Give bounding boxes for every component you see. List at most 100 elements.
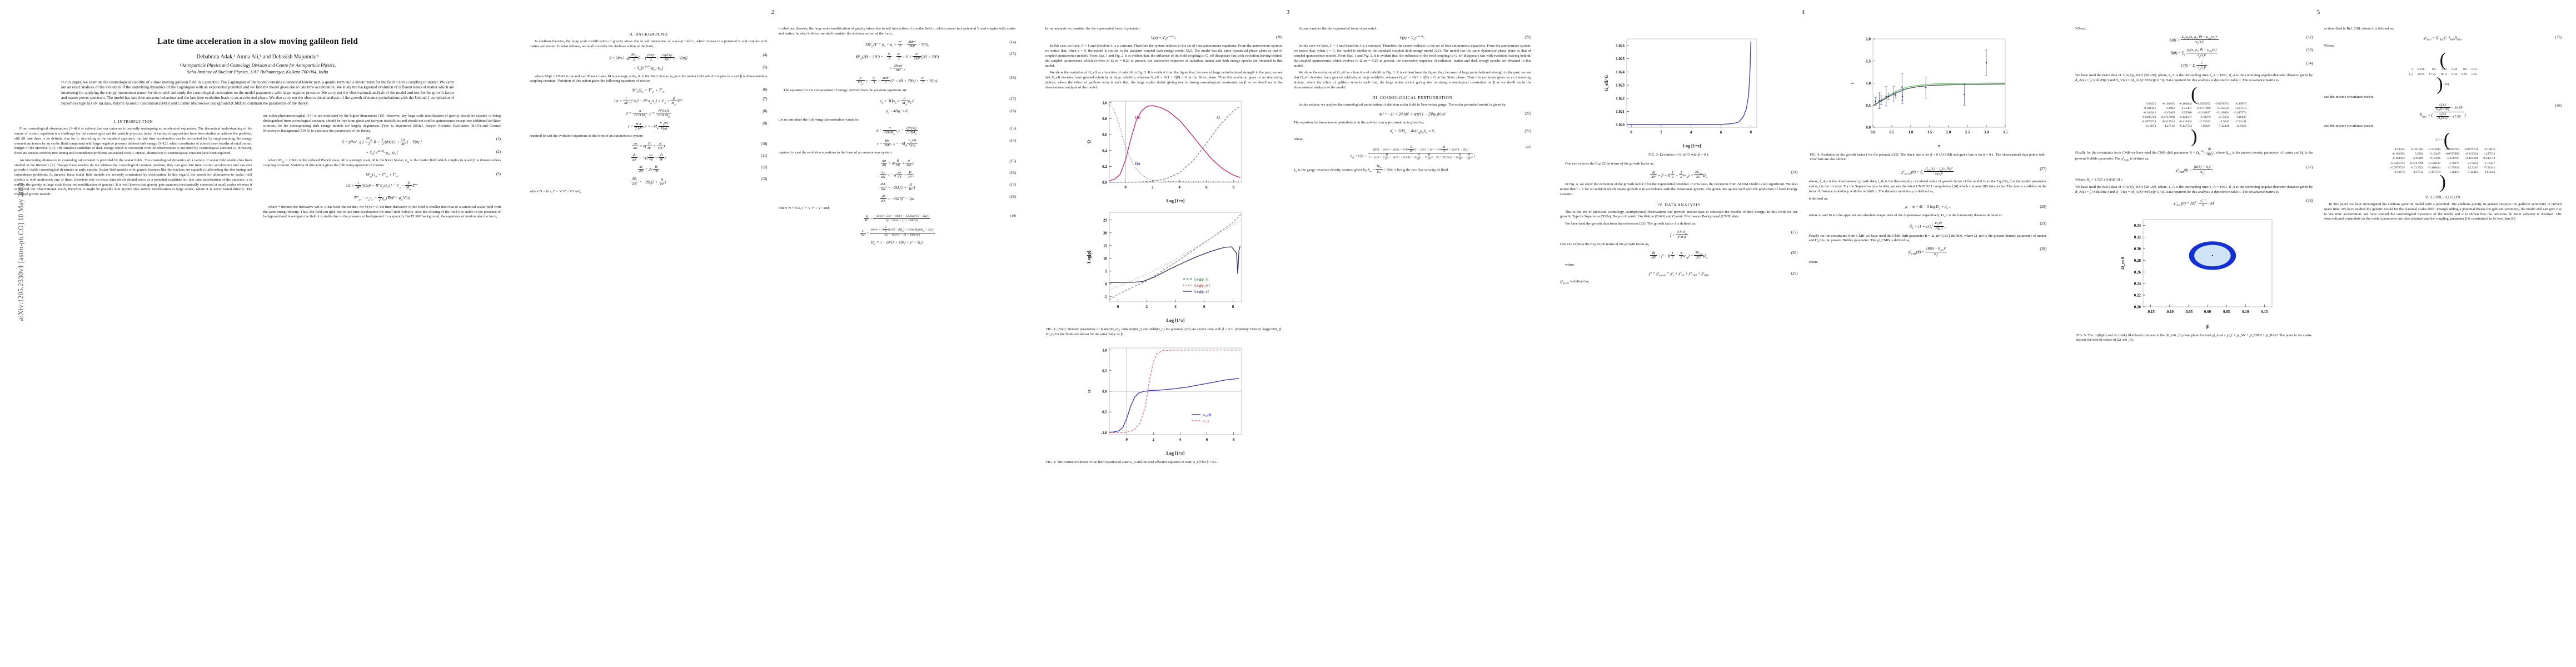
- fraction: V,π(π) V(π): [659, 121, 669, 131]
- svg-text:20: 20: [1103, 231, 1108, 236]
- fig5-plot: -0.15 -0.10 -0.05 0.00 0.05 0.10 0.15 0.20 0.22 0…: [2110, 211, 2278, 331]
- table-row: -0.164943 -2.45409 9.55916 -0.128187 -0.4104…: [2140, 111, 2249, 115]
- fraction: Ḣ H²: [864, 215, 870, 223]
- equation-24-growth: df dN + f² + f(1 2 − 3 2 weff) = 3Geff 2G Ωm (…: [1650, 170, 1798, 180]
- equation-35: χ²BAO = XTBAOC⁻¹BAOXBAO (35): [2423, 34, 2562, 41]
- paragraph: and the inverse covariance matrix,: [2324, 94, 2375, 99]
- paragraph: In this case we have, Γ = 1 and therefor…: [1293, 44, 1532, 68]
- matrix-cell: -0.128187: [2428, 161, 2441, 165]
- matrix-cell: -2.45407: [2429, 152, 2441, 156]
- matrix-cell: -0.447574: [2482, 157, 2495, 161]
- page-4-col-right: 0.0 0.5 1.0 1.5 2.0 2.5 3.0 3.5 0.0 0.5 1.0 1.5 2.0 z…: [1808, 27, 2047, 287]
- figure-5: -0.15 -0.10 -0.05 0.00 0.05 0.10 0.15 0.20 0.22 0…: [2075, 211, 2313, 343]
- fraction: [fobs(zi) − fth(zi, θ)]² σf(zi)²: [1924, 166, 1954, 177]
- svg-text:1.024: 1.024: [1616, 70, 1625, 74]
- svg-text:ω: ω: [1087, 390, 1092, 393]
- svg-text:-1.0: -1.0: [1101, 431, 1108, 435]
- matrix-cell: -0.447574: [2428, 170, 2441, 174]
- fraction: d ln δm d ln a: [1676, 230, 1688, 240]
- matrix-cell: 1.16437: [2200, 125, 2211, 128]
- equation-number: (9): [763, 121, 768, 126]
- page-5-col-right: as described in Ref. [30], where it is d…: [2324, 27, 2562, 347]
- page-4-columns: 0 2 4 6 8 1.020 1.021 1.022 1.023 1.024 1.025 1.026…: [1560, 27, 2046, 287]
- fraction: (∂π)² 2: [646, 53, 656, 62]
- equation-27: π̈ Hπ̇ = 36σ²y + √(2 3)λy²(3 − βΩm) + 3√6σ…: [859, 226, 935, 237]
- matrix-cell: -7.32441: [2467, 170, 2478, 174]
- equation-21: ε = Hπ̇ 2M³, λ = −Mpl V,π(π) V(π) (14): [876, 138, 1016, 148]
- svg-text:2.5: 2.5: [1965, 130, 1970, 135]
- svg-text:Ωₘ: Ωₘ: [1135, 115, 1141, 120]
- equation-number: (29): [2040, 221, 2046, 226]
- paragraph: where,: [1808, 260, 1819, 264]
- affiliation-1: ¹ Astroparticle Physics and Cosmology Di…: [179, 62, 336, 68]
- svg-text:Log[ρ_π]: Log[ρ_π]: [1194, 290, 1209, 294]
- covariance-matrix-table: 0.48435 -0.101365 -0.164943 -0.0305703 -0.09…: [2140, 102, 2249, 129]
- equation-number: (22): [1524, 128, 1531, 133]
- matrix-cell: -0.0305703: [2390, 161, 2405, 165]
- matrix-close-bracket: ): [2439, 171, 2446, 192]
- table-row: -0.101365 3.2882 -2.45407 -0.0747898 -0.3125…: [2388, 152, 2497, 156]
- paragraph: One can express the Eq.(22) in terms of …: [1560, 242, 1650, 247]
- equation-21-metric: ds² = −(1 + 2Φ)dt² + a(t)²(1 − 2Ψ)γijdxi…: [1379, 111, 1531, 117]
- equation-25-f: f = d ln δm d ln a (27): [1670, 230, 1798, 240]
- page-number: 3: [1286, 9, 1290, 16]
- matrix-close-bracket: ): [2437, 73, 2443, 94]
- matrix-cell: -0.0978724: [2463, 148, 2478, 152]
- fraction: 1 M³: [622, 96, 630, 105]
- svg-text:0: 0: [1117, 305, 1119, 309]
- fraction: 3Geff 2G: [1693, 251, 1703, 260]
- svg-text:Log [1+z]: Log [1+z]: [1166, 198, 1184, 203]
- svg-text:f: f: [1850, 82, 1855, 84]
- paragraph: Where,: [2075, 27, 2086, 31]
- svg-text:Ωᵣ: Ωᵣ: [1217, 115, 1221, 120]
- svg-text:8: 8: [1233, 437, 1235, 442]
- page-5-columns: Where, A(θ) = Σi(μth(zi, μ0, θ) − μobs(z…: [2075, 27, 2562, 347]
- svg-text:ω_π: ω_π: [1203, 420, 1209, 424]
- matrix-cell: -0.312524: [2410, 166, 2424, 170]
- page-5-col-left: Where, A(θ) = Σi(μth(zi, μ0, θ) − μobs(z…: [2075, 27, 2313, 347]
- svg-text:0.28: 0.28: [2134, 258, 2141, 262]
- matrix-cell: 8.44: [2452, 72, 2458, 76]
- matrix-cell: -2.45409: [2163, 111, 2175, 115]
- svg-text:6: 6: [1203, 305, 1205, 309]
- equation-22: dσ dN = σ(Ḣ H² + π̈ Hπ̇) (15): [880, 158, 1016, 167]
- svg-text:Ω: Ω: [1087, 140, 1092, 144]
- paragraph: where, f_obs is the observational growth…: [1808, 180, 2047, 193]
- matrix-cell: 6.69: [2462, 72, 2467, 76]
- equation-16: + 2Hπ̇π̈ M² ,: [889, 63, 905, 72]
- equation-number: (30): [2040, 247, 2046, 252]
- matrix-cell: 1.16437: [2449, 170, 2459, 174]
- matrix-cell: -0.101365: [2162, 102, 2175, 106]
- svg-text:0.32: 0.32: [2134, 235, 2141, 240]
- figure-2-caption: FIG. 2: The cosmic evolution of the fiel…: [1046, 460, 1218, 465]
- matrix-cell: -0.447574: [2234, 111, 2246, 115]
- equation-number: (38): [2306, 198, 2313, 203]
- paragraph: We show the evolution of G_eff as a func…: [1293, 71, 1532, 89]
- equation-number: (34): [2306, 61, 2313, 66]
- fraction: π̇ √6 H Mpl: [632, 109, 648, 118]
- equation-36: XBAO = ( dA(z*) DV(0.106) − 30.95 dA(z*) D…: [2419, 103, 2562, 121]
- fraction: π̇² 2: [897, 39, 903, 48]
- paragraph: χ²growth is defined as,: [1560, 280, 1590, 285]
- matrix-cell: 0.48435: [2146, 102, 2156, 106]
- fraction: dε dN: [637, 165, 645, 174]
- svg-text:0.30: 0.30: [2134, 246, 2141, 251]
- table-row: -0.19873 -4.27512 -0.447574 1.16437 -7.32441…: [2140, 124, 2249, 128]
- fraction: dy dN: [880, 170, 886, 179]
- fraction: Ḣ H²: [907, 170, 913, 179]
- equation-number: (27): [2040, 166, 2046, 171]
- matrix-cell: -0.410404: [2465, 157, 2478, 161]
- equation-number: (15): [1009, 51, 1016, 56]
- fraction: Ḣ H²: [653, 165, 659, 174]
- matrix-cell: -2.75632: [2448, 166, 2459, 170]
- matrix-cell: -0.312524: [2216, 107, 2230, 110]
- table-row: d_z 30.95 17.55 10.11 8.44 6.69 5.45: [2406, 72, 2479, 77]
- equation-33: B(θ) = Σi μth(zi, μ0, θ) − μobs(zi) σμ(zi…: [2170, 48, 2313, 58]
- equation-extra-2: T(π)μν = π,μπ,ν − 1 2 gμν(∇π)² − gμνV(π): [353, 193, 410, 202]
- section-heading-intro: I. INTRODUCTION: [113, 119, 153, 125]
- matrix-cell: -0.410404: [2179, 120, 2192, 124]
- fraction: ρr 3: [871, 75, 877, 85]
- matrix-open-bracket: (: [2191, 83, 2198, 104]
